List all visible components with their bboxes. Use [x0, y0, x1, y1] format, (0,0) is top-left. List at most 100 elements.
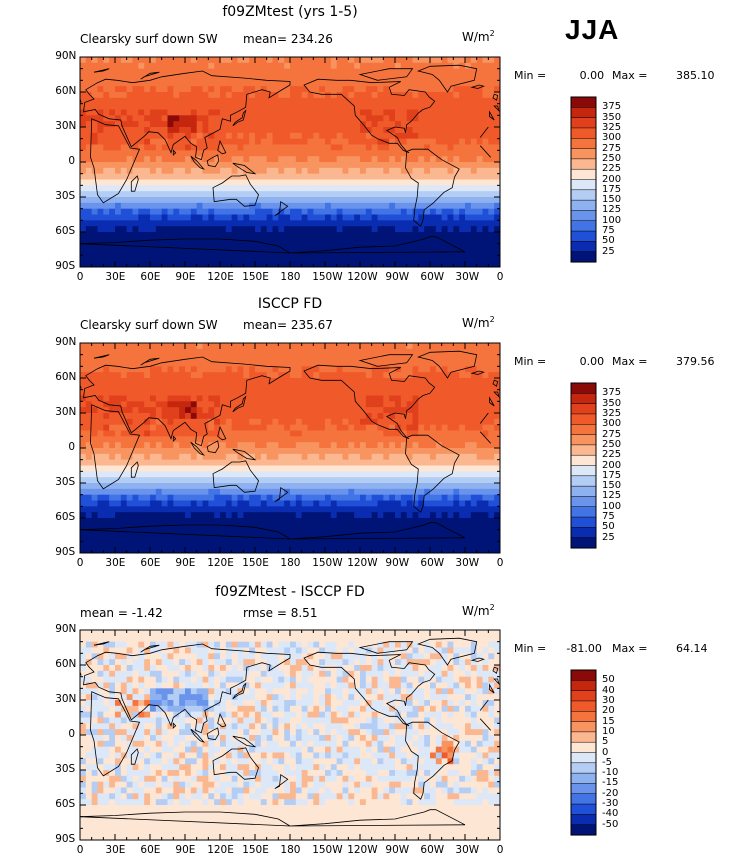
field-cell [243, 360, 250, 367]
field-cell [208, 413, 215, 420]
field-cell [214, 407, 221, 414]
field-cell [395, 57, 402, 64]
field-cell [208, 372, 215, 379]
field-cell [214, 471, 221, 478]
field-cell [295, 506, 303, 513]
field-cell [348, 255, 355, 262]
field-cell [494, 354, 501, 361]
field-cell [447, 226, 454, 233]
field-cell [313, 191, 320, 198]
field-cell [307, 413, 314, 420]
field-cell [482, 144, 489, 151]
field-cell [97, 191, 104, 198]
field-cell [161, 185, 168, 192]
field-cell [91, 138, 98, 145]
field-cell [214, 173, 221, 180]
field-cell [400, 243, 408, 250]
field-cell [126, 179, 133, 186]
field-cell [295, 144, 303, 151]
field-cell [313, 413, 320, 420]
field-cell [336, 232, 343, 239]
field-cell [476, 109, 483, 116]
field-cell [412, 132, 419, 140]
field-cell [424, 57, 431, 64]
field-cell [377, 167, 384, 175]
y-tick-label: 0 [68, 441, 76, 453]
field-cell [389, 407, 396, 414]
field-cell [348, 214, 355, 221]
field-cell [447, 97, 454, 105]
field-cell [389, 494, 396, 501]
field-cell [412, 261, 419, 268]
field-cell [435, 162, 443, 169]
field-cell [144, 413, 151, 420]
field-cell [360, 261, 367, 268]
field-cell [85, 395, 93, 402]
field-cell [91, 366, 98, 373]
field-cell [115, 243, 122, 250]
field-cell [208, 179, 215, 186]
field-cell [85, 226, 93, 233]
field-cell [120, 103, 128, 110]
field-cell [395, 348, 402, 356]
field-cell [231, 173, 238, 180]
field-cell [418, 471, 425, 478]
field-cell [371, 156, 378, 163]
field-cell [115, 74, 122, 81]
field-cell [91, 430, 98, 437]
field-cell [85, 483, 93, 490]
field-cell [179, 494, 186, 501]
field-cell [330, 197, 338, 204]
field-cell [208, 62, 215, 70]
field-cell [220, 127, 227, 134]
field-cell [155, 418, 163, 426]
field-cell [266, 162, 273, 169]
field-cell [488, 436, 495, 443]
field-cell [185, 500, 192, 507]
field-cell [185, 424, 192, 431]
field-cell [383, 115, 390, 122]
field-cell [208, 197, 215, 204]
field-cell [255, 488, 262, 496]
field-cell [231, 459, 238, 466]
field-cell [412, 226, 419, 233]
field-cell [272, 395, 279, 402]
field-cell [260, 389, 268, 396]
field-cell [307, 237, 314, 245]
field-cell [115, 167, 122, 175]
field-cell [243, 354, 250, 361]
field-cell [237, 109, 244, 116]
field-cell [418, 185, 425, 192]
field-cell [301, 506, 308, 513]
field-cell [389, 348, 396, 356]
field-cell [424, 62, 431, 70]
field-cell [307, 208, 314, 215]
field-cell [103, 389, 110, 396]
field-cell [208, 156, 215, 163]
field-cell [295, 383, 303, 391]
field-cell [231, 261, 238, 268]
field-cell [313, 150, 320, 157]
field-cell [243, 389, 250, 396]
field-cell [400, 86, 408, 93]
field-cell [395, 162, 402, 169]
field-cell [208, 57, 215, 64]
field-cell [132, 465, 139, 472]
field-cell [278, 138, 285, 145]
field-cell [91, 208, 98, 215]
field-cell [109, 156, 116, 163]
field-cell [465, 80, 472, 87]
field-cell [126, 138, 133, 145]
field-cell [406, 150, 413, 157]
field-cell [319, 389, 326, 396]
field-cell [418, 407, 425, 414]
field-cell [278, 477, 285, 484]
field-cell [453, 103, 460, 110]
field-cell [459, 448, 466, 455]
field-cell [342, 424, 349, 431]
field-cell [272, 185, 279, 192]
field-cell [441, 343, 448, 350]
y-tick-label: 30S [55, 763, 76, 775]
field-cell [447, 138, 454, 145]
field-cell [330, 226, 338, 233]
